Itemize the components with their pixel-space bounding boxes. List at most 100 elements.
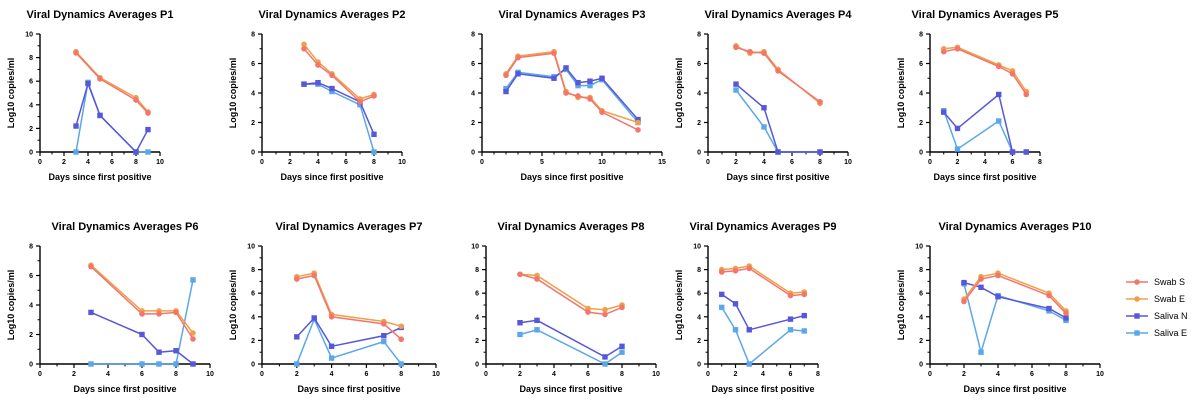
x-tick-label: 10 xyxy=(598,159,606,166)
data-point xyxy=(139,331,145,338)
data-point xyxy=(294,276,300,282)
data-point xyxy=(145,110,151,116)
y-tick-label: 6 xyxy=(475,291,479,298)
data-point xyxy=(563,65,569,71)
series-swab-s xyxy=(961,272,1069,317)
y-axis-label: Log10 copies/ml xyxy=(674,58,684,129)
y-tick-label: 8 xyxy=(29,244,33,251)
chart-panel-6: Viral Dynamics Averages P6 0 2 4 6 8 0 2 4 6 8 10 Da… xyxy=(6,221,214,394)
data-point xyxy=(301,45,307,52)
x-axis-label: Days since first positive xyxy=(963,384,1066,394)
y-tick-label: 10 xyxy=(693,244,701,251)
x-tick-label: 6 xyxy=(1030,371,1034,378)
data-point xyxy=(996,91,1002,98)
data-point xyxy=(732,301,739,307)
x-tick-label: 6 xyxy=(140,371,144,378)
chart-title: Viral Dynamics Averages P10 xyxy=(938,221,1091,233)
x-axis-label: Days since first positive xyxy=(48,172,151,182)
x-tick-label: 4 xyxy=(552,371,556,378)
series-line xyxy=(75,79,148,153)
data-point xyxy=(398,361,404,367)
data-point xyxy=(775,68,781,74)
x-tick-label: 8 xyxy=(399,371,403,378)
y-tick-label: 8 xyxy=(697,32,701,39)
data-point xyxy=(551,75,557,81)
data-point xyxy=(315,79,321,86)
data-point xyxy=(315,62,321,68)
series-line xyxy=(303,43,375,100)
series-saliva-e xyxy=(517,327,625,367)
chart-title: Viral Dynamics Averages P3 xyxy=(499,9,646,21)
chart-title: Viral Dynamics Averages P9 xyxy=(690,221,837,233)
series-line xyxy=(943,110,1027,153)
data-point xyxy=(329,72,335,79)
data-point xyxy=(156,361,162,367)
x-tick-label: 6 xyxy=(110,159,114,166)
data-point xyxy=(575,79,581,86)
data-point xyxy=(97,112,103,119)
x-tick-label: 2 xyxy=(518,371,522,378)
data-point xyxy=(787,292,794,299)
x-tick-label: 2 xyxy=(734,371,738,378)
data-point xyxy=(329,88,335,95)
y-tick-label: 10 xyxy=(471,244,479,251)
x-tick-label: 8 xyxy=(818,159,822,166)
data-point xyxy=(534,276,540,282)
data-point xyxy=(371,131,377,137)
data-point xyxy=(517,271,523,278)
series-line xyxy=(519,329,623,365)
legend-marker xyxy=(1134,296,1140,302)
y-tick-label: 2 xyxy=(919,120,923,127)
data-point xyxy=(954,45,961,52)
chart-panel-7: Viral Dynamics Averages P7 0 2 4 6 8 10 0 2 4 6 8 10… xyxy=(228,221,440,394)
y-tick-label: 8 xyxy=(29,55,33,62)
x-tick-label: 6 xyxy=(586,371,590,378)
chart-title: Viral Dynamics Averages P7 xyxy=(276,221,423,233)
data-point xyxy=(995,63,1002,70)
x-axis-label: Days since first positive xyxy=(520,172,623,182)
series-saliva-n xyxy=(733,81,823,155)
y-tick-label: 0 xyxy=(251,150,255,157)
x-axis-label: Days since first positive xyxy=(726,172,829,182)
data-point xyxy=(602,311,608,318)
data-point xyxy=(371,93,377,99)
series-line xyxy=(90,266,194,340)
data-point xyxy=(602,306,608,313)
x-tick-label: 0 xyxy=(484,371,488,378)
data-point xyxy=(1009,149,1016,155)
data-point xyxy=(381,338,387,345)
legend-label: Saliva E xyxy=(1154,328,1187,338)
x-tick-label: 2 xyxy=(962,371,966,378)
legend-label: Swab E xyxy=(1154,294,1185,304)
x-tick-label: 2 xyxy=(295,371,299,378)
y-tick-label: 4 xyxy=(919,314,923,321)
data-point xyxy=(747,48,753,55)
series-saliva-e xyxy=(961,281,1069,356)
x-tick-label: 10 xyxy=(156,159,164,166)
series-saliva-e xyxy=(733,87,823,155)
y-tick-label: 6 xyxy=(29,79,33,86)
data-point xyxy=(503,88,509,95)
data-point xyxy=(746,361,752,367)
y-tick-label: 4 xyxy=(697,91,701,98)
chart-panel-1: Viral Dynamics Averages P1 0 2 4 6 8 10 0 2 4 6 8 10… xyxy=(6,9,173,182)
y-tick-label: 4 xyxy=(29,303,33,310)
y-tick-label: 10 xyxy=(915,244,923,251)
data-point xyxy=(761,105,767,111)
y-tick-label: 8 xyxy=(919,267,923,274)
x-tick-label: 4 xyxy=(86,159,90,166)
x-tick-label: 4 xyxy=(762,159,766,166)
x-axis-label: Days since first positive xyxy=(297,384,400,394)
series-saliva-e xyxy=(294,316,404,367)
data-point xyxy=(619,349,625,355)
chart-title: Viral Dynamics Averages P4 xyxy=(705,9,853,21)
x-tick-label: 2 xyxy=(288,159,292,166)
data-point xyxy=(619,343,625,349)
series-line xyxy=(296,274,402,340)
series-swab-s xyxy=(503,50,641,133)
y-tick-label: 4 xyxy=(475,314,479,321)
y-axis-label: Log10 copies/ml xyxy=(228,270,238,341)
data-point xyxy=(294,334,300,340)
x-tick-label: 8 xyxy=(816,371,820,378)
